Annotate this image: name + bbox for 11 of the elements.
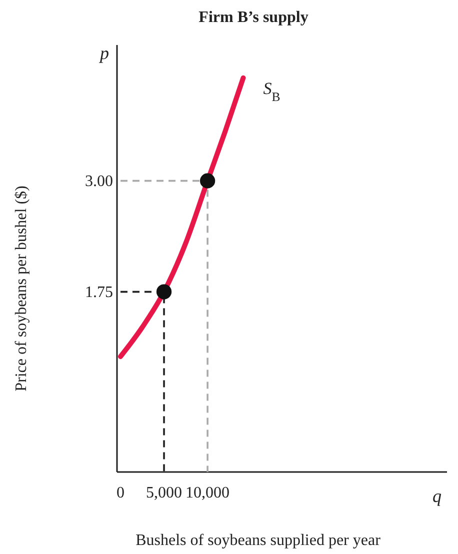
chart-title: Firm B’s supply <box>198 9 308 26</box>
text: q <box>432 486 442 506</box>
x-axis-title: Bushels of soybeans supplied per year <box>136 532 382 549</box>
x-tick-label: 5,000 <box>146 484 182 502</box>
text: p <box>98 43 109 63</box>
x-tick-label: 0 <box>116 484 124 502</box>
series-label: S$_{B}$ <box>263 78 280 104</box>
x-tick-label: 10,000 <box>186 484 230 502</box>
y-tick-label: 1.75 <box>85 284 113 301</box>
y-axis-title: Price of soybeans per bushel ($) <box>13 186 30 392</box>
y-tick-label: 3.00 <box>85 172 113 190</box>
